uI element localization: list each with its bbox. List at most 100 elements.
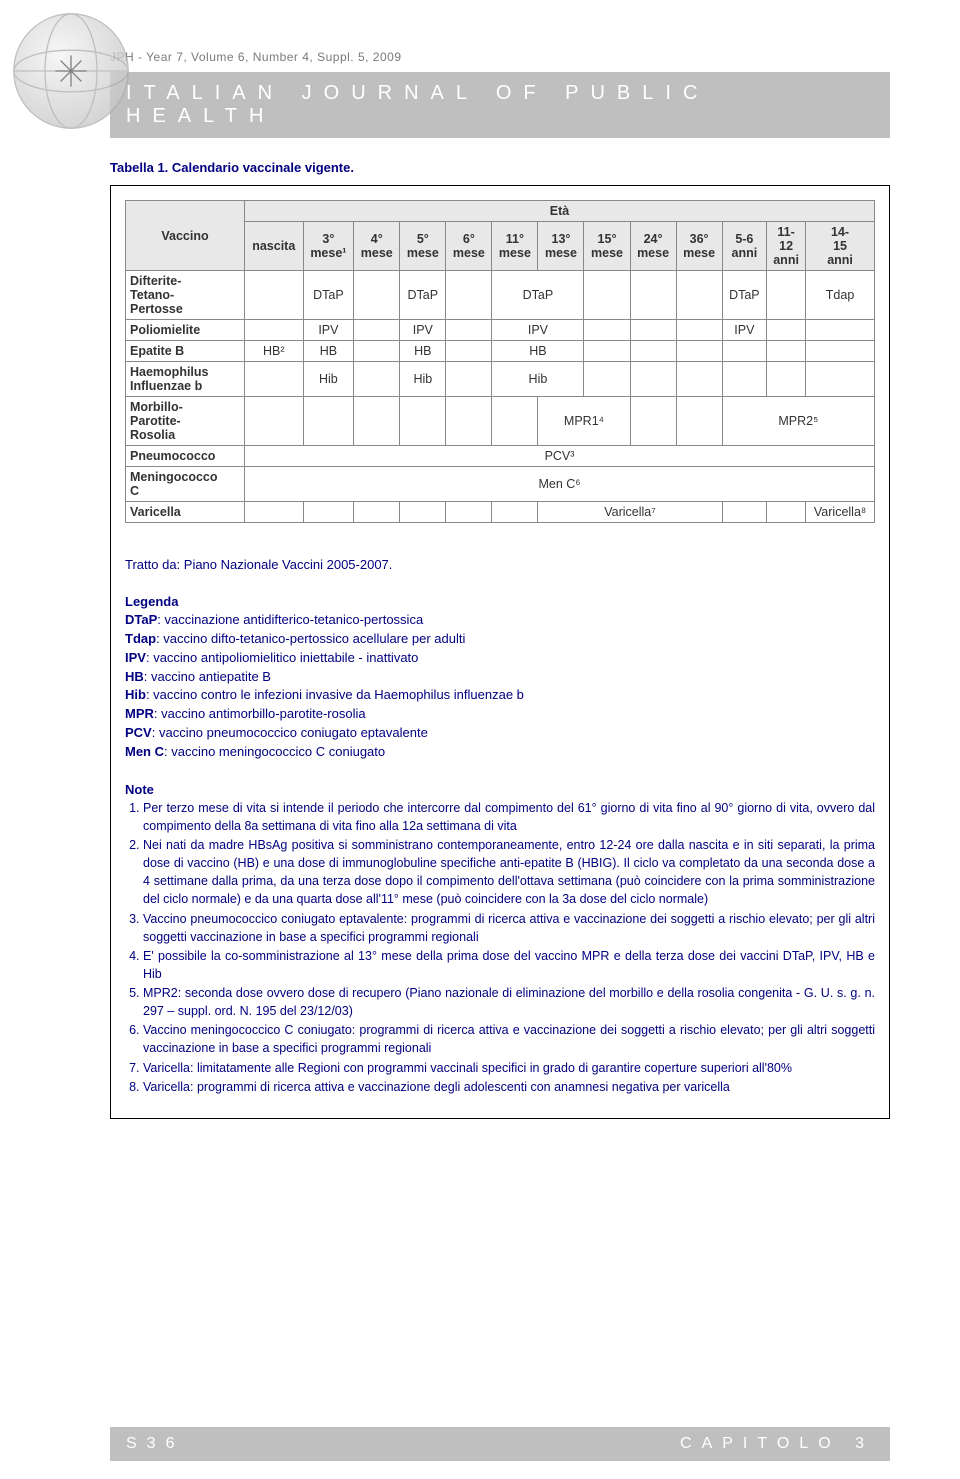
footer-page-number: S36 — [126, 1435, 184, 1453]
table-cell — [722, 502, 766, 523]
notes-list: Per terzo mese di vita si intende il per… — [125, 799, 875, 1096]
table-row: MeningococcoCMen C⁶ — [126, 467, 875, 502]
table-cell — [676, 271, 722, 320]
table-row: Varicella Varicella⁷ Varicella⁸ — [126, 502, 875, 523]
table-row: Poliomielite IPV IPV IPV IPV — [126, 320, 875, 341]
table-body: Difterite-Tetano-PertosseDTaPDTaPDTaPDTa… — [126, 271, 875, 523]
table-cell: Tdap — [806, 271, 875, 320]
row-label: Poliomielite — [126, 320, 245, 341]
table-cell — [676, 362, 722, 397]
table-cell — [446, 320, 492, 341]
table-cell — [354, 362, 400, 397]
column-header: 11-12anni — [767, 222, 806, 271]
table-cell — [354, 320, 400, 341]
table-cell — [767, 271, 806, 320]
notes-heading: Note — [125, 782, 875, 797]
table-cell — [354, 341, 400, 362]
note-item: Varicella: programmi di ricerca attiva e… — [143, 1078, 875, 1096]
table-cell — [245, 502, 304, 523]
table-cell — [354, 397, 400, 446]
row-label: Epatite B — [126, 341, 245, 362]
table-cell — [245, 397, 304, 446]
table-cell — [354, 271, 400, 320]
table-row: Difterite-Tetano-PertosseDTaPDTaPDTaPDTa… — [126, 271, 875, 320]
table-cell — [630, 271, 676, 320]
column-header: 24°mese — [630, 222, 676, 271]
table-row: PneumococcoPCV³ — [126, 446, 875, 467]
table-cell: HB² — [245, 341, 304, 362]
table-cell — [767, 320, 806, 341]
row-label: MeningococcoC — [126, 467, 245, 502]
footer-band: S36 CAPITOLO 3 — [110, 1427, 890, 1461]
issue-line: JPH - Year 7, Volume 6, Number 4, Suppl.… — [110, 50, 890, 64]
column-header: 36°mese — [676, 222, 722, 271]
table-cell: DTaP — [722, 271, 766, 320]
table-cell: MPR2⁵ — [722, 397, 874, 446]
legenda-item: IPV: vaccino antipoliomielitico iniettab… — [125, 649, 875, 668]
table-cell: IPV — [722, 320, 766, 341]
column-header: 3°mese¹ — [303, 222, 354, 271]
table-cell — [806, 341, 875, 362]
legenda-heading: Legenda — [125, 594, 875, 609]
column-header: nascita — [245, 222, 304, 271]
table-cell: DTaP — [303, 271, 354, 320]
vaccine-calendar-table: Vaccino Età nascita3°mese¹4°mese5°mese6°… — [125, 200, 875, 523]
table-cell: IPV — [400, 320, 446, 341]
table-cell — [584, 362, 630, 397]
table-cell — [630, 362, 676, 397]
legenda-item: Tdap: vaccino difto-tetanico-pertossico … — [125, 630, 875, 649]
table-cell: Varicella⁷ — [538, 502, 722, 523]
column-header: 15°mese — [584, 222, 630, 271]
table-cell: HB — [303, 341, 354, 362]
table-row: Epatite BHB²HBHBHB — [126, 341, 875, 362]
table-cell: PCV³ — [245, 446, 875, 467]
note-item: Nei nati da madre HBsAg positiva si somm… — [143, 836, 875, 909]
table-cell: Hib — [492, 362, 584, 397]
table-cell — [400, 502, 446, 523]
table-cell — [806, 362, 875, 397]
legenda-item: DTaP: vaccinazione antidifterico-tetanic… — [125, 611, 875, 630]
table-cell — [400, 397, 446, 446]
row-label: Pneumococco — [126, 446, 245, 467]
row-header-label: Vaccino — [126, 201, 245, 271]
table-caption: Tabella 1. Calendario vaccinale vigente. — [110, 160, 890, 175]
column-header: 6°mese — [446, 222, 492, 271]
table-cell — [767, 502, 806, 523]
table-cell — [492, 502, 538, 523]
row-label: Varicella — [126, 502, 245, 523]
table-cell: HB — [400, 341, 446, 362]
note-item: E' possibile la co-somministrazione al 1… — [143, 947, 875, 983]
column-header: 5-6anni — [722, 222, 766, 271]
table-cell: DTaP — [492, 271, 584, 320]
table-cell — [584, 320, 630, 341]
table-row: HaemophilusInfluenzae bHibHibHib — [126, 362, 875, 397]
table-cell: Men C⁶ — [245, 467, 875, 502]
table-cell — [722, 362, 766, 397]
table-cell: Varicella⁸ — [806, 502, 875, 523]
column-header: 4°mese — [354, 222, 400, 271]
table-cell — [446, 397, 492, 446]
note-item: Varicella: limitatamente alle Regioni co… — [143, 1059, 875, 1077]
table-cell: MPR1⁴ — [538, 397, 630, 446]
table-cell: IPV — [492, 320, 584, 341]
table-cell — [492, 397, 538, 446]
table-cell — [676, 320, 722, 341]
table-cell — [354, 502, 400, 523]
table-cell: Hib — [303, 362, 354, 397]
row-label: Difterite-Tetano-Pertosse — [126, 271, 245, 320]
page: JPH - Year 7, Volume 6, Number 4, Suppl.… — [0, 0, 960, 1479]
table-cell: Hib — [400, 362, 446, 397]
table-cell — [584, 341, 630, 362]
note-item: Vaccino meningococcico C coniugato: prog… — [143, 1021, 875, 1057]
table-cell: IPV — [303, 320, 354, 341]
journal-title-band: ITALIAN JOURNAL OF PUBLIC HEALTH — [110, 72, 890, 138]
note-item: Vaccino pneumococcico coniugato eptavale… — [143, 910, 875, 946]
globe-icon — [6, 6, 136, 136]
note-item: Per terzo mese di vita si intende il per… — [143, 799, 875, 835]
table-cell — [584, 271, 630, 320]
legenda-item: HB: vaccino antiepatite B — [125, 668, 875, 687]
table-cell — [767, 362, 806, 397]
table-cell — [676, 341, 722, 362]
legenda-item: MPR: vaccino antimorbillo-parotite-rosol… — [125, 705, 875, 724]
column-header: 11°mese — [492, 222, 538, 271]
